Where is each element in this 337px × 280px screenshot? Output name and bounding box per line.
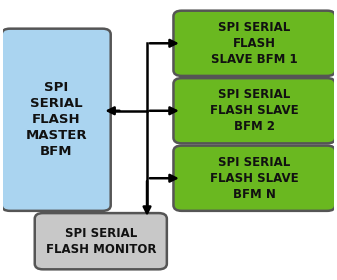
Text: SPI SERIAL
FLASH
SLAVE BFM 1: SPI SERIAL FLASH SLAVE BFM 1 <box>211 21 298 66</box>
FancyBboxPatch shape <box>174 11 335 76</box>
FancyBboxPatch shape <box>174 78 335 143</box>
Text: SPI SERIAL
FLASH MONITOR: SPI SERIAL FLASH MONITOR <box>45 227 156 256</box>
Text: SPI SERIAL
FLASH SLAVE
BFM 2: SPI SERIAL FLASH SLAVE BFM 2 <box>210 88 299 133</box>
FancyBboxPatch shape <box>2 29 111 211</box>
Text: SPI
SERIAL
FLASH
MASTER
BFM: SPI SERIAL FLASH MASTER BFM <box>25 81 87 158</box>
Text: SPI SERIAL
FLASH SLAVE
BFM N: SPI SERIAL FLASH SLAVE BFM N <box>210 156 299 201</box>
FancyBboxPatch shape <box>174 146 335 211</box>
FancyBboxPatch shape <box>35 213 167 269</box>
